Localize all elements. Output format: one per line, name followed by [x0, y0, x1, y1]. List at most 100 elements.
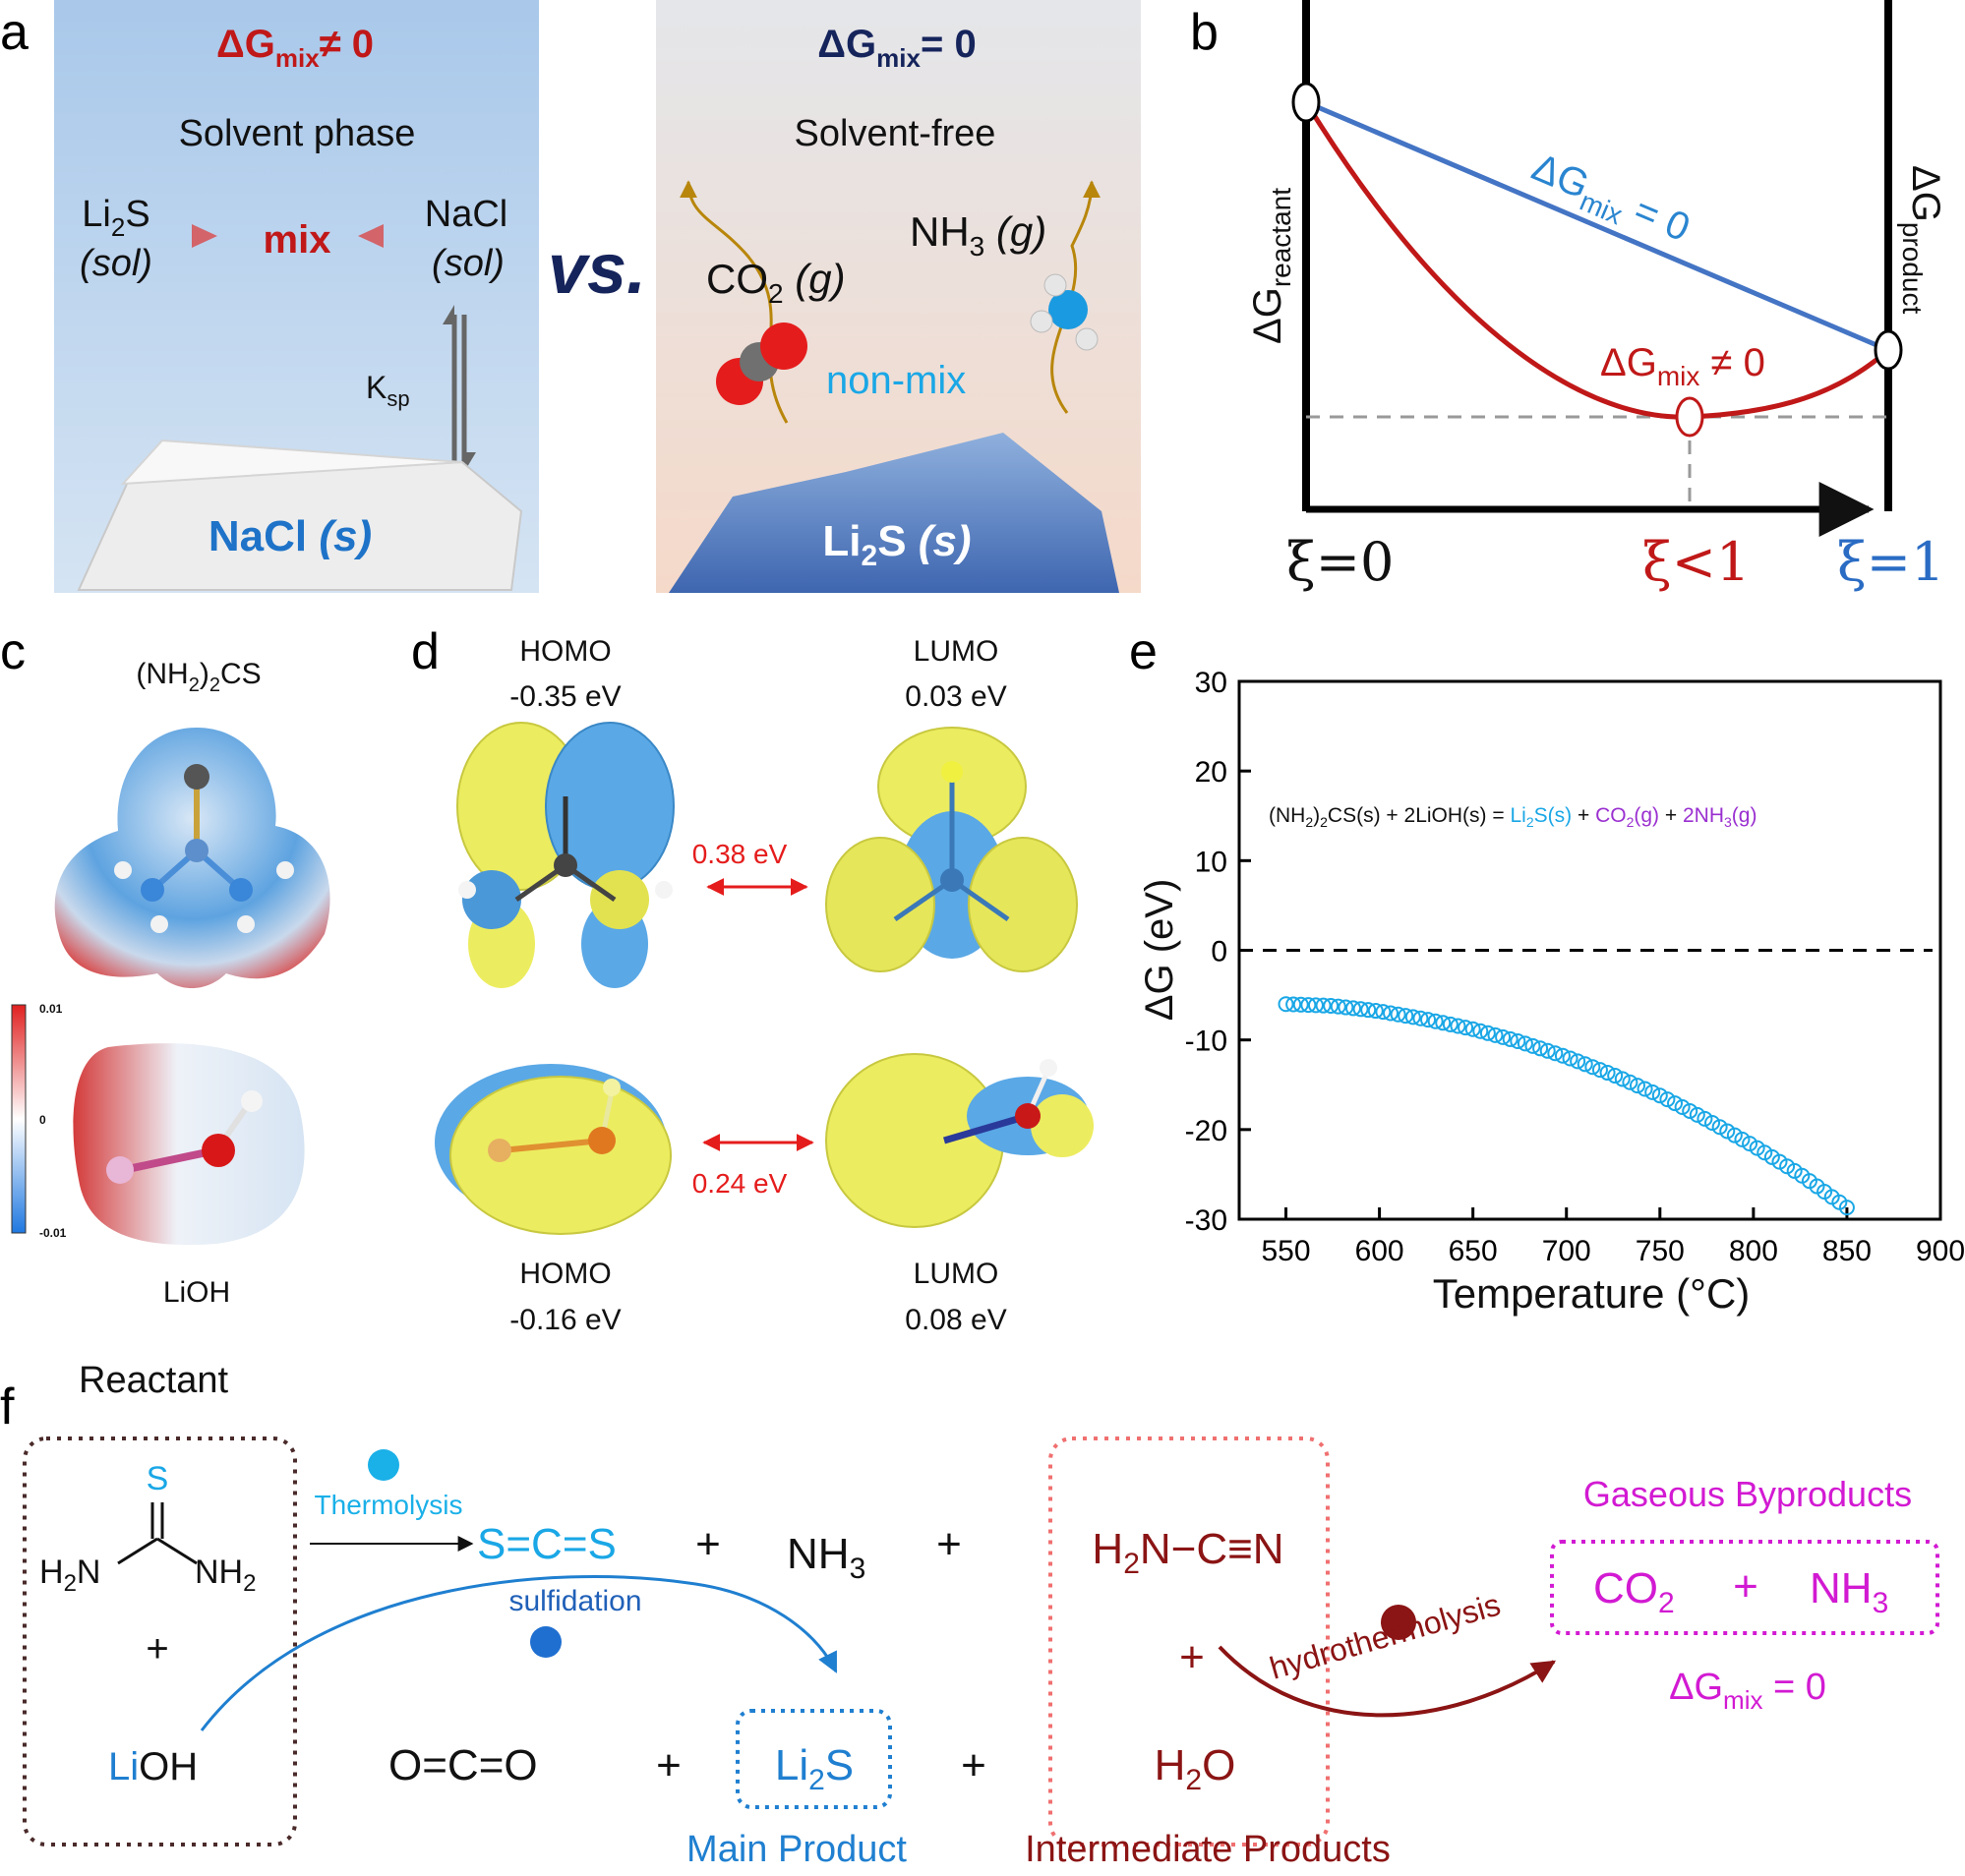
ideal-free-energy-line — [1305, 99, 1889, 353]
data-point — [1330, 998, 1346, 1015]
co2-structure: O=C=O — [388, 1741, 538, 1789]
nacl-solid-label: NaCl (s) — [208, 512, 372, 560]
data-point — [1495, 1028, 1512, 1045]
plus-4: + — [961, 1741, 986, 1789]
x-tick-label: 800 — [1729, 1235, 1778, 1267]
lumo2-label: LUMO — [914, 1258, 999, 1290]
data-point — [1442, 1016, 1459, 1032]
main-product-box — [736, 1709, 892, 1809]
data-point — [1472, 1023, 1489, 1039]
panel-label-b: b — [1190, 4, 1219, 61]
scale-min-label: -0.01 — [39, 1226, 67, 1240]
x-tick-label: 900 — [1916, 1235, 1965, 1267]
data-point — [1487, 1026, 1504, 1043]
gas-dg-mix-zero: ΔGmix = 0 — [1669, 1667, 1826, 1715]
y-tick-label: -20 — [1185, 1115, 1227, 1147]
data-point — [1435, 1015, 1452, 1031]
dg-product-label: ΔGproduct — [1897, 165, 1947, 314]
data-point — [1742, 1136, 1758, 1152]
data-point — [1644, 1084, 1661, 1100]
homo1-label: HOMO — [519, 635, 611, 668]
y-tick-label: -30 — [1185, 1204, 1227, 1237]
mixing-free-energy-curve — [1303, 100, 1890, 420]
data-point — [1554, 1047, 1571, 1064]
x-tick-label: 650 — [1449, 1235, 1498, 1267]
thermolysis-heat-icon — [368, 1449, 399, 1481]
data-point — [1614, 1071, 1631, 1087]
gas-co2: CO2 — [1593, 1564, 1675, 1619]
thiourea-molecule-icon — [114, 764, 294, 933]
x-tick-label: 700 — [1542, 1235, 1591, 1267]
solvent-phase-label: Solvent phase — [179, 113, 416, 154]
nh3-gas-label: NH3 (g) — [910, 208, 1046, 262]
mix-arrow-left-icon — [192, 224, 217, 248]
lumo2-energy: 0.08 eV — [905, 1304, 1006, 1336]
gap1-label: 0.38 eV — [692, 839, 788, 869]
scale-max-label: 0.01 — [39, 1002, 63, 1016]
panel-label-d: d — [411, 623, 440, 680]
nacl-sol-state: (sol) — [432, 243, 505, 284]
hydrothermolysis-heat-icon — [1381, 1605, 1416, 1640]
data-point — [1278, 996, 1294, 1013]
intermediate-products-label: Intermediate Products — [1025, 1829, 1391, 1870]
data-point — [1375, 1004, 1392, 1021]
data-point — [1570, 1053, 1586, 1070]
dg-mix-zero-heading: ΔGmix= 0 — [817, 23, 976, 73]
hydrothermolysis-label: hydrothermolysis — [1266, 1586, 1504, 1685]
sulfidation-heat-icon — [530, 1626, 562, 1658]
data-point — [1323, 997, 1340, 1014]
data-point — [1338, 999, 1354, 1016]
thiourea-sulfur: S — [147, 1460, 169, 1497]
data-point — [1637, 1081, 1653, 1097]
lioh-lumo-orbital — [825, 1053, 1094, 1228]
data-point — [1667, 1095, 1684, 1112]
data-point — [1577, 1056, 1593, 1073]
data-point — [1697, 1110, 1713, 1127]
data-point — [1584, 1059, 1601, 1076]
data-point — [1674, 1099, 1691, 1116]
dg-reactant-label: ΔGreactant — [1246, 188, 1296, 344]
data-point — [1390, 1006, 1406, 1023]
mix-arrow-right-icon — [358, 224, 384, 248]
x-tick-label: 750 — [1636, 1235, 1685, 1267]
gaseous-byproducts-title: Gaseous Byproducts — [1583, 1474, 1912, 1514]
plus-3: + — [656, 1741, 682, 1789]
data-point — [1398, 1008, 1414, 1025]
vs-label: vs. — [548, 230, 646, 309]
gaseous-byproducts-box — [1550, 1540, 1939, 1635]
y-tick-label: 30 — [1195, 667, 1227, 699]
thiourea-lumo-orbital — [825, 727, 1078, 972]
data-point — [1607, 1068, 1624, 1085]
data-point — [1383, 1005, 1399, 1022]
xi-zero-label: ξ=0 — [1286, 531, 1394, 593]
reaction-equation: (NH2)2CS(s) + 2LiOH(s) = Li2S(s) + CO2(g… — [1269, 804, 1757, 830]
data-point — [1427, 1013, 1444, 1029]
data-point — [1629, 1078, 1645, 1094]
data-point — [1838, 1200, 1855, 1216]
data-point — [1689, 1106, 1705, 1123]
sulfidation-arrow — [200, 1575, 838, 1731]
equilibrium-arrows-icon — [443, 305, 476, 472]
data-point — [1734, 1131, 1751, 1147]
data-point — [1682, 1102, 1698, 1119]
y-tick-label: 0 — [1211, 936, 1227, 968]
data-point — [1599, 1065, 1616, 1082]
x-axis-title: Temperature (°C) — [1433, 1270, 1751, 1317]
gap2-label: 0.24 eV — [692, 1168, 788, 1199]
lioh-homo-orbital — [435, 1064, 672, 1235]
data-point — [1622, 1074, 1638, 1090]
data-point — [1539, 1042, 1556, 1059]
homo2-energy: -0.16 eV — [509, 1304, 621, 1336]
data-point — [1412, 1010, 1429, 1026]
water-formula: H2O — [1155, 1741, 1236, 1796]
intermediate-products-box — [1048, 1436, 1330, 1847]
reactant-plus: + — [146, 1627, 168, 1671]
thiourea-h2n: H2N — [39, 1554, 100, 1597]
data-point — [1300, 997, 1317, 1014]
nh3-molecule-icon — [1030, 273, 1099, 351]
data-point — [1404, 1009, 1421, 1026]
main-product-label: Main Product — [686, 1829, 907, 1870]
thermolysis-label: Thermolysis — [315, 1490, 463, 1520]
cs2-formula: S=C=S — [477, 1520, 617, 1568]
